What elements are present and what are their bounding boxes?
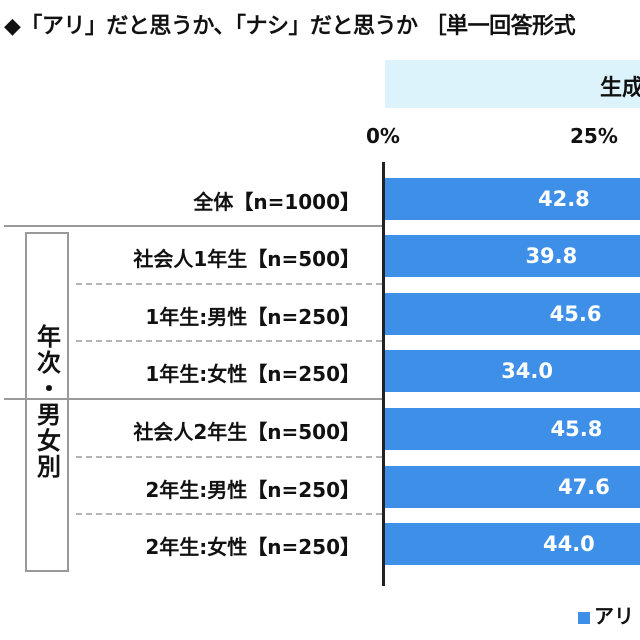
row-divider	[76, 340, 382, 342]
bar-value-label: 45.8	[550, 417, 603, 441]
bar-value-label: 45.6	[549, 302, 602, 326]
header-band	[385, 60, 640, 108]
chart-title: ◆「アリ」だと思うか、「ナシ」だと思うか ［単一回答形式	[4, 14, 576, 39]
row-divider	[76, 513, 382, 515]
bar	[385, 235, 640, 277]
row-label: 2年生:女性【n=250】	[145, 535, 360, 559]
group-label: 年次・男女別	[32, 324, 61, 480]
bar	[385, 408, 640, 450]
bar	[385, 178, 640, 220]
bar-value-label: 47.6	[558, 475, 610, 499]
bar	[385, 466, 640, 508]
x-tick-label-0: 0%	[366, 124, 400, 148]
bar-value-label: 34.0	[501, 359, 554, 383]
bar	[385, 523, 640, 565]
group-bracket	[25, 232, 69, 572]
bar	[385, 350, 640, 392]
row-label: 社会人1年生【n=500】	[133, 247, 360, 271]
row-label: 全体【n=1000】	[193, 190, 360, 214]
row-divider	[76, 283, 382, 285]
legend-label: アリ	[594, 604, 634, 628]
bar-value-label: 44.0	[542, 532, 595, 556]
row-label: 2年生:男性【n=250】	[145, 478, 360, 502]
row-label: 社会人2年生【n=500】	[133, 420, 360, 444]
x-tick-label-25: 25%	[570, 124, 618, 148]
row-divider	[4, 398, 382, 400]
bar	[385, 293, 640, 335]
row-divider	[76, 456, 382, 458]
row-divider	[4, 225, 382, 227]
row-label: 1年生:女性【n=250】	[145, 362, 360, 386]
legend: アリ	[578, 600, 634, 629]
legend-swatch	[578, 611, 590, 624]
row-label: 1年生:男性【n=250】	[145, 305, 360, 329]
bar-value-label: 39.8	[525, 244, 578, 268]
axis-line	[382, 162, 385, 586]
bar-value-label: 42.8	[537, 187, 590, 211]
header-label: 生成	[600, 76, 640, 101]
